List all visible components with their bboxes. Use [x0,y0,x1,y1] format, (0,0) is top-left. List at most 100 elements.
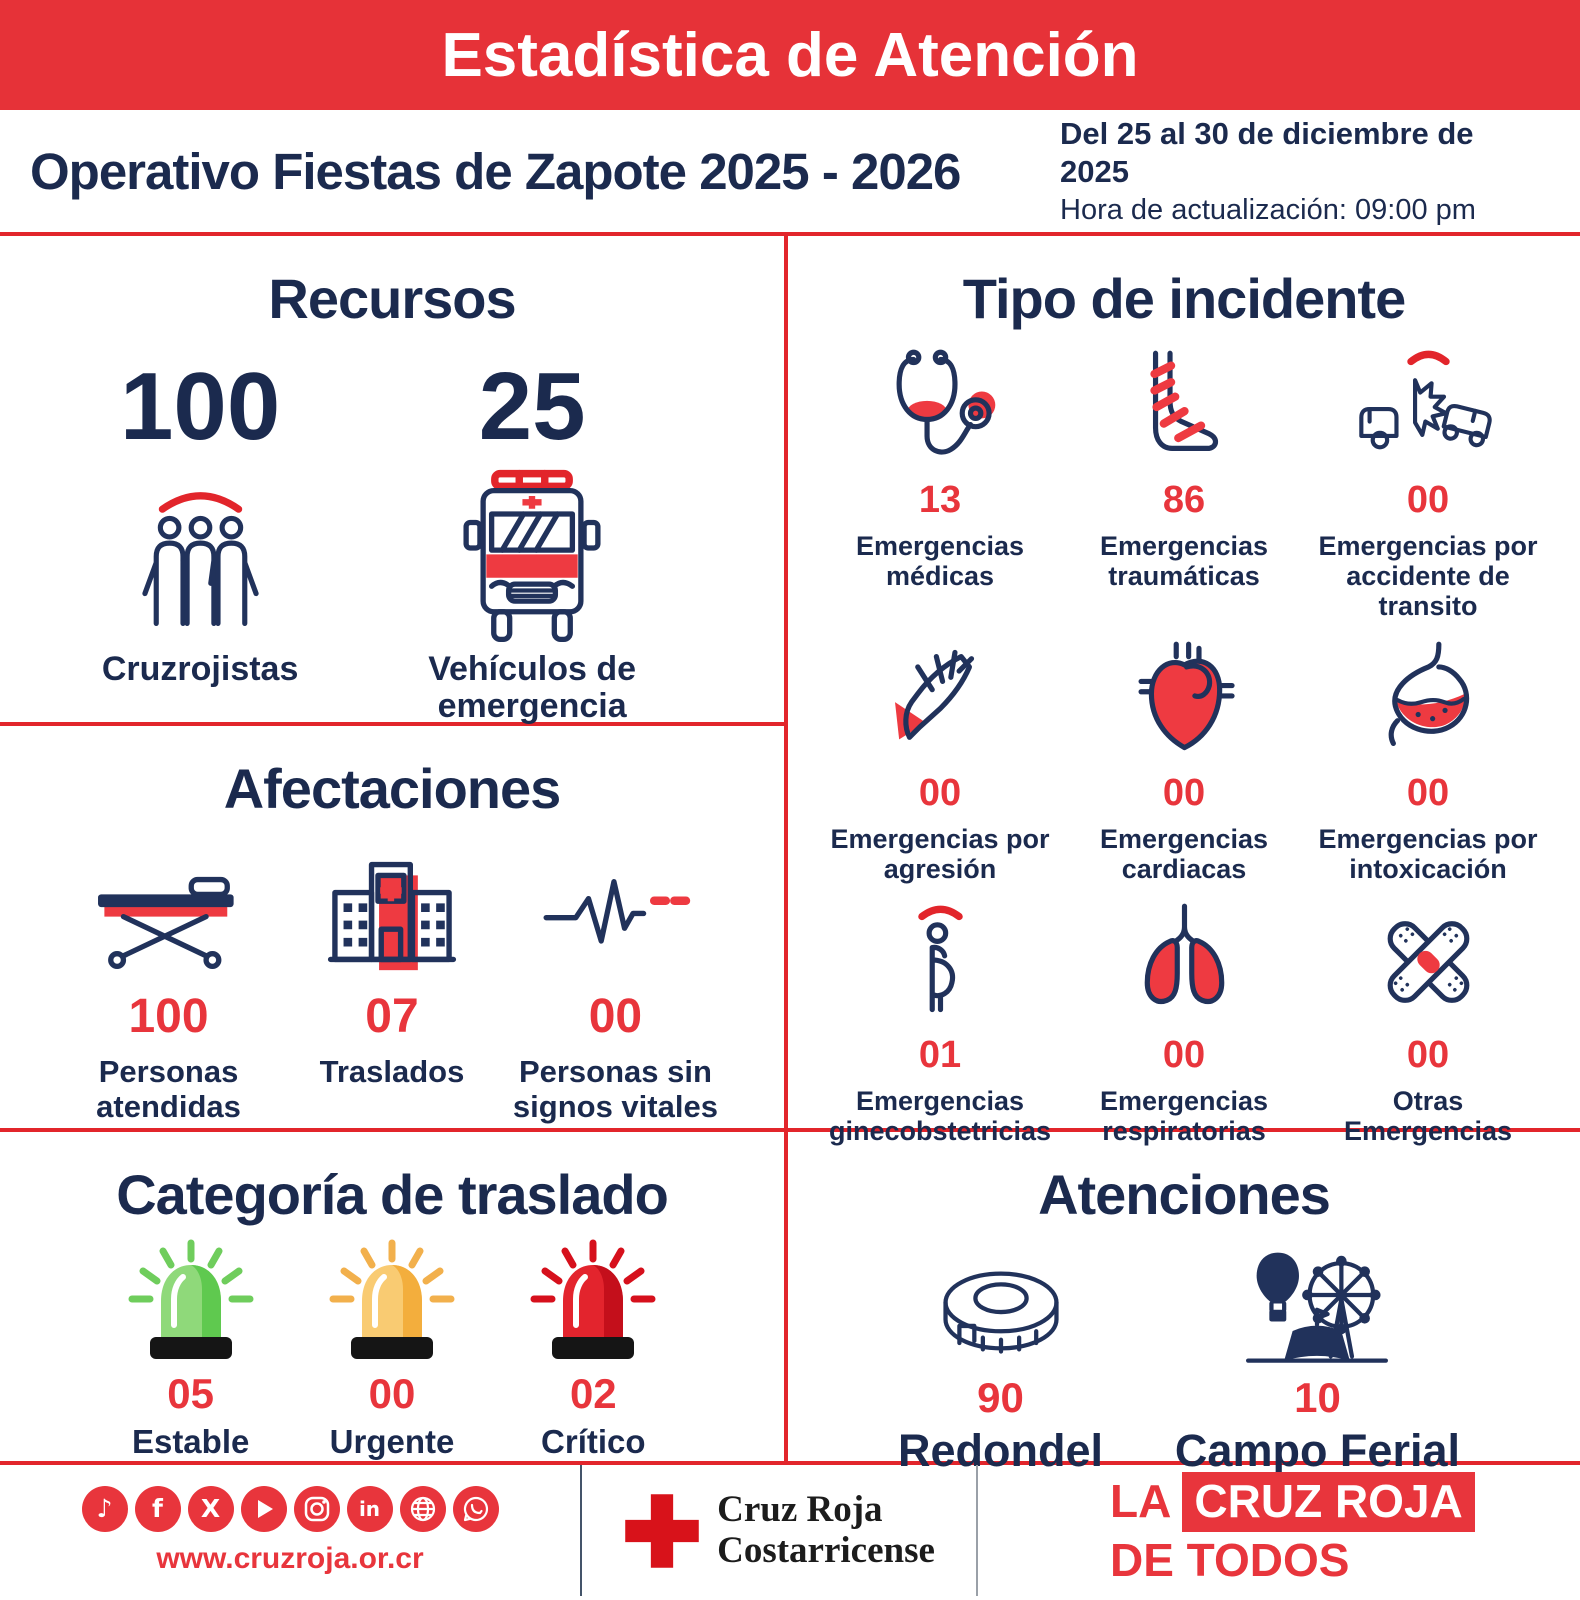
heart-icon [1122,632,1247,760]
tipo-agresion-value: 00 [918,771,962,814]
fairground-icon [1237,1227,1397,1367]
tipo-cardiacas: 00 Emergencias cardiacas [1062,632,1306,884]
logo-text: Cruz Roja Costarricense [717,1488,935,1571]
cruzrojistas-label: Cruzrojistas [101,650,299,688]
tipo-medicas-value: 13 [918,479,962,521]
update-time: Hora de actualización: 09:00 pm [1060,193,1476,226]
afectaciones-title: Afectaciones [223,757,562,820]
recursos-title: Recursos [268,267,516,330]
pregnant-icon [878,894,1003,1022]
tipo-ginecobstetricias-value: 01 [918,1034,962,1077]
traslados-value: 07 [365,990,419,1043]
section-recursos: Recursos 100 [0,236,784,726]
tipo-title: Tipo de incidente [962,267,1406,330]
afectaciones-traslados: 07 Traslados [319,827,465,1128]
stethoscope-icon [878,339,1003,467]
tipo-transito-value: 00 [1406,479,1450,521]
footer-social: ♪ f X in www.cruzroja.or.cr [0,1465,582,1596]
car-crash-icon [1351,339,1506,467]
whatsapp-icon[interactable] [452,1485,499,1532]
facebook-icon[interactable]: f [134,1485,181,1532]
web-globe-icon[interactable] [399,1485,446,1532]
categoria-urgente: 00 Urgente [317,1231,467,1461]
youtube-icon[interactable] [240,1485,287,1532]
tipo-agresion-label: Emergencias por agresión [830,823,1050,884]
urgente-label: Urgente [329,1423,455,1460]
campo-ferial-label: Campo Ferial [1174,1425,1460,1476]
arena-icon [921,1227,1081,1367]
subheader: Operativo Fiestas de Zapote 2025 - 2026 … [0,110,1580,232]
tipo-traumaticas-value: 86 [1162,479,1206,521]
tiktok-icon[interactable]: ♪ [81,1485,128,1532]
tipo-transito: 00 Emergencias por accidente de transito [1306,339,1550,622]
tipo-otras: 00 Otras Emergencias [1306,894,1550,1146]
hospital-icon [322,827,462,977]
ambulance-icon [447,461,617,651]
vehiculos-label: Vehículos de emergencia [428,650,637,726]
logo-line1: Cruz Roja [717,1488,883,1530]
personas-atendidas-label: Personas atendidas [96,1054,241,1124]
page-title: Estadística de Atención [441,20,1139,90]
afectaciones-personas: 100 Personas atendidas [39,827,299,1128]
tipo-medicas-label: Emergencias médicas [855,531,1025,592]
siren-green-icon [116,1231,266,1369]
sin-signos-label: Personas sin signos vitales [512,1054,718,1124]
section-afectaciones: Afectaciones [0,726,784,1128]
bandaged-foot-icon [1122,339,1247,467]
traslados-label: Traslados [319,1054,465,1089]
personas-atendidas-value: 100 [128,990,209,1043]
stat-vehiculos: 25 [382,341,682,726]
lungs-icon [1122,894,1247,1022]
logo-line2: Costarricense [717,1529,935,1571]
tipo-ginecobstetricias-label: Emergencias ginecobstetricias [828,1086,1052,1147]
tipo-respiratorias: 00 Emergencias respiratorias [1062,894,1306,1146]
tipo-intoxicacion-label: Emergencias por intoxicación [1318,823,1538,884]
flatline-icon [535,827,695,977]
categoria-critico: 02 Crítico [518,1231,668,1461]
campo-ferial-value: 10 [1294,1374,1341,1421]
redondel-label: Redondel [898,1425,1104,1476]
tagline-line2: DE TODOS [1110,1533,1350,1586]
siren-red-icon [518,1231,668,1369]
atenciones-campo-ferial: 10 Campo Ferial [1175,1227,1460,1477]
afectaciones-sin-signos: 00 Personas sin signos vitales [485,827,745,1128]
tagline-highlight: CRUZ ROJA [1182,1472,1475,1532]
atenciones-redondel: 90 Redondel [898,1227,1103,1477]
critico-label: Crítico [541,1423,646,1460]
atenciones-title: Atenciones [1038,1163,1331,1226]
website-link[interactable]: www.cruzroja.or.cr [156,1541,424,1575]
categoria-title: Categoría de traslado [116,1163,669,1226]
tipo-ginecobstetricias: 01 Emergencias ginecobstetricias [818,894,1062,1146]
x-icon[interactable]: X [187,1485,234,1532]
people-group-icon [113,461,288,651]
stomach-icon [1366,632,1491,760]
instagram-icon[interactable] [293,1485,340,1532]
tipo-traumaticas-label: Emergencias traumáticas [1099,531,1269,592]
crossed-bandages-icon [1366,894,1491,1022]
tipo-cardiacas-value: 00 [1162,771,1206,814]
content-top: Recursos 100 [0,232,1580,1146]
critico-value: 02 [569,1370,617,1417]
header-band: Estadística de Atención [0,0,1580,110]
tipo-cardiacas-label: Emergencias cardiacas [1099,823,1269,884]
urgente-value: 00 [368,1370,416,1417]
vehiculos-value: 25 [478,353,586,460]
hand-icon [878,632,1003,760]
linkedin-icon[interactable]: in [346,1485,393,1532]
cruzrojistas-value: 100 [120,353,281,460]
date-block: Del 25 al 30 de diciembre de 2025 Hora d… [1060,115,1550,226]
tipo-respiratorias-value: 00 [1162,1034,1206,1077]
stretcher-icon [89,827,249,977]
tipo-traumaticas: 86 Emergencias traumáticas [1062,339,1306,622]
footer: ♪ f X in www.cruzroja.or.cr [0,1461,1580,1596]
tipo-otras-value: 00 [1406,1034,1450,1077]
left-column: Recursos 100 [0,236,788,1128]
tipo-otras-label: Otras Emergencias [1343,1086,1513,1147]
tipo-agresion: 00 Emergencias por agresión [818,632,1062,884]
tipo-intoxicacion: 00 Emergencias por intoxicación [1306,632,1550,884]
estable-label: Estable [131,1423,250,1460]
tagline-word1: LA [1110,1475,1170,1527]
redondel-value: 90 [977,1374,1024,1421]
tipo-transito-label: Emergencias por accidente de transito [1318,531,1538,622]
